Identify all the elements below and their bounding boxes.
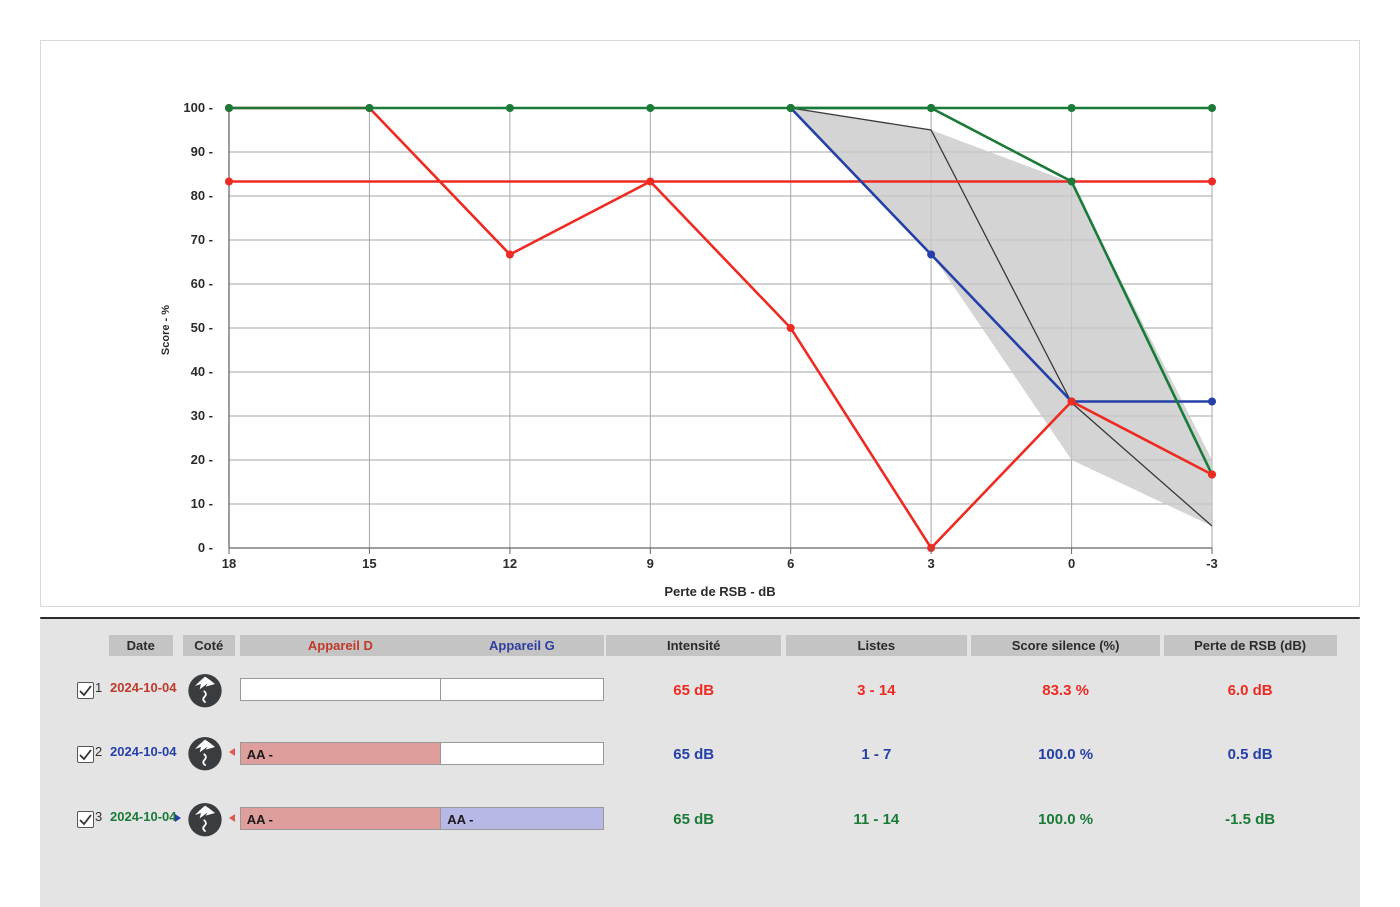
svg-text:100 -: 100 - <box>183 100 213 115</box>
svg-text:18: 18 <box>222 556 236 571</box>
svg-text:20 -: 20 - <box>191 452 213 467</box>
svg-text:-3: -3 <box>1206 556 1218 571</box>
svg-text:15: 15 <box>362 556 376 571</box>
svg-text:30 -: 30 - <box>191 408 213 423</box>
svg-text:50 -: 50 - <box>191 320 213 335</box>
svg-text:80 -: 80 - <box>191 188 213 203</box>
svg-text:3: 3 <box>927 556 934 571</box>
svg-text:10 -: 10 - <box>191 496 213 511</box>
svg-text:60 -: 60 - <box>191 276 213 291</box>
svg-text:Score - %: Score - % <box>160 305 172 355</box>
svg-text:9: 9 <box>647 556 654 571</box>
svg-text:70 -: 70 - <box>191 232 213 247</box>
svg-text:6: 6 <box>787 556 794 571</box>
svg-text:40 -: 40 - <box>191 364 213 379</box>
svg-text:Perte de RSB - dB: Perte de RSB - dB <box>664 584 775 599</box>
svg-text:12: 12 <box>503 556 517 571</box>
svg-text:90 -: 90 - <box>191 144 213 159</box>
svg-text:0 -: 0 - <box>198 540 213 555</box>
svg-text:0: 0 <box>1068 556 1075 571</box>
